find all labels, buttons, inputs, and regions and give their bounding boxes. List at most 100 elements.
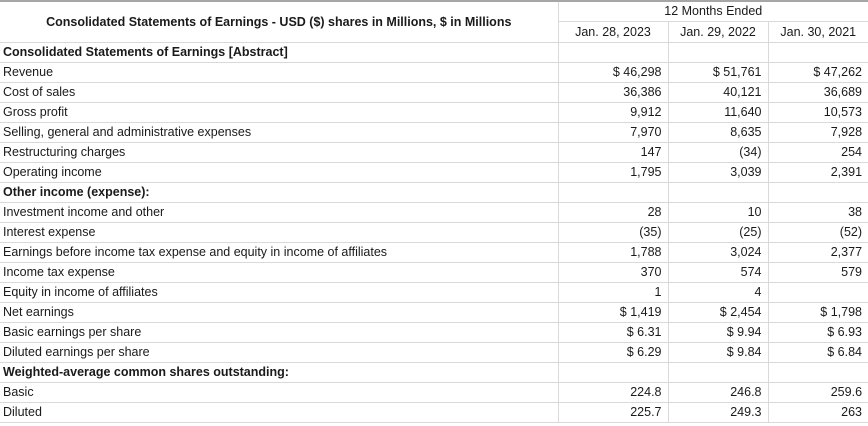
- cell-value: 2,391: [768, 162, 868, 183]
- cell-value: $ 6.31: [558, 322, 669, 343]
- cell-value: [558, 182, 669, 203]
- cell-value: (35): [558, 222, 669, 243]
- cell-value: $ 47,262: [768, 62, 868, 83]
- cell-value: $ 6.93: [768, 322, 868, 343]
- table-row: Earnings before income tax expense and e…: [0, 242, 868, 263]
- table-row: Net earnings $ 1,419 $ 2,454 $ 1,798: [0, 302, 868, 323]
- row-label: Interest expense: [0, 222, 559, 243]
- cell-value: [668, 182, 769, 203]
- table-row: Other income (expense):: [0, 182, 868, 203]
- cell-value: 259.6: [768, 382, 868, 403]
- cell-value: 11,640: [668, 102, 769, 123]
- row-label: Restructuring charges: [0, 142, 559, 163]
- cell-value: 1: [558, 282, 669, 303]
- cell-value: 254: [768, 142, 868, 163]
- row-label: Gross profit: [0, 102, 559, 123]
- cell-value: 7,970: [558, 122, 669, 143]
- cell-value: (34): [668, 142, 769, 163]
- cell-value: $ 6.84: [768, 342, 868, 363]
- section-heading: Consolidated Statements of Earnings [Abs…: [0, 42, 559, 63]
- cell-value: 7,928: [768, 122, 868, 143]
- table-title: Consolidated Statements of Earnings - US…: [0, 1, 559, 43]
- cell-value: 36,386: [558, 82, 669, 103]
- cell-value: 1,795: [558, 162, 669, 183]
- row-label: Selling, general and administrative expe…: [0, 122, 559, 143]
- row-label: Basic earnings per share: [0, 322, 559, 343]
- section-heading: Other income (expense):: [0, 182, 559, 203]
- table-row: Diluted 225.7 249.3 263: [0, 402, 868, 423]
- cell-value: 3,039: [668, 162, 769, 183]
- row-label: Diluted: [0, 402, 559, 423]
- row-label: Cost of sales: [0, 82, 559, 103]
- row-label: Equity in income of affiliates: [0, 282, 559, 303]
- row-label: Income tax expense: [0, 262, 559, 283]
- cell-value: 224.8: [558, 382, 669, 403]
- cell-value: 40,121: [668, 82, 769, 103]
- cell-value: (25): [668, 222, 769, 243]
- row-label: Operating income: [0, 162, 559, 183]
- cell-value: 8,635: [668, 122, 769, 143]
- cell-value: 370: [558, 262, 669, 283]
- cell-value: [768, 182, 868, 203]
- table-row: Restructuring charges 147 (34) 254: [0, 142, 868, 163]
- cell-value: 9,912: [558, 102, 669, 123]
- cell-value: [768, 282, 868, 303]
- cell-value: 38: [768, 202, 868, 223]
- cell-value: [768, 362, 868, 383]
- table-row: Interest expense (35) (25) (52): [0, 222, 868, 243]
- cell-value: 36,689: [768, 82, 868, 103]
- cell-value: $ 1,798: [768, 302, 868, 323]
- cell-value: 2,377: [768, 242, 868, 263]
- cell-value: [668, 42, 769, 63]
- cell-value: [558, 42, 669, 63]
- cell-value: 246.8: [668, 382, 769, 403]
- cell-value: $ 2,454: [668, 302, 769, 323]
- cell-value: 263: [768, 402, 868, 423]
- cell-value: 10,573: [768, 102, 868, 123]
- row-label: Investment income and other: [0, 202, 559, 223]
- table-row: Operating income 1,795 3,039 2,391: [0, 162, 868, 183]
- table-row: Diluted earnings per share $ 6.29 $ 9.84 $ …: [0, 342, 868, 363]
- table-row: Gross profit 9,912 11,640 10,573: [0, 102, 868, 123]
- header-row-period: Consolidated Statements of Earnings - US…: [0, 1, 868, 43]
- table-row: Income tax expense 370 574 579: [0, 262, 868, 283]
- table-row: Consolidated Statements of Earnings [Abs…: [0, 42, 868, 63]
- cell-value: $ 6.29: [558, 342, 669, 363]
- table-row: Revenue $ 46,298 $ 51,761 $ 47,262: [0, 62, 868, 83]
- table-row: Selling, general and administrative expe…: [0, 122, 868, 143]
- cell-value: (52): [768, 222, 868, 243]
- table-row: Weighted-average common shares outstandi…: [0, 362, 868, 383]
- cell-value: $ 9.94: [668, 322, 769, 343]
- section-heading: Weighted-average common shares outstandi…: [0, 362, 559, 383]
- row-label: Net earnings: [0, 302, 559, 323]
- cell-value: 4: [668, 282, 769, 303]
- cell-value: 579: [768, 262, 868, 283]
- column-header-2021: Jan. 30, 2021: [768, 21, 868, 43]
- column-header-2023: Jan. 28, 2023: [558, 21, 669, 43]
- table-row: Equity in income of affiliates 1 4: [0, 282, 868, 303]
- cell-value: $ 51,761: [668, 62, 769, 83]
- cell-value: 574: [668, 262, 769, 283]
- header-row-dates: Jan. 28, 2023 Jan. 29, 2022 Jan. 30, 202…: [0, 21, 868, 43]
- row-label: Diluted earnings per share: [0, 342, 559, 363]
- cell-value: 249.3: [668, 402, 769, 423]
- cell-value: $ 46,298: [558, 62, 669, 83]
- table-row: Basic 224.8 246.8 259.6: [0, 382, 868, 403]
- cell-value: [668, 362, 769, 383]
- table-row: Basic earnings per share $ 6.31 $ 9.94 $ 6.…: [0, 322, 868, 343]
- row-label: Earnings before income tax expense and e…: [0, 242, 559, 263]
- row-label: Basic: [0, 382, 559, 403]
- row-label: Revenue: [0, 62, 559, 83]
- period-header: 12 Months Ended: [558, 1, 868, 22]
- cell-value: [768, 42, 868, 63]
- cell-value: [558, 362, 669, 383]
- cell-value: 225.7: [558, 402, 669, 423]
- cell-value: $ 9.84: [668, 342, 769, 363]
- column-header-2022: Jan. 29, 2022: [668, 21, 769, 43]
- table-row: Cost of sales 36,386 40,121 36,689: [0, 82, 868, 103]
- cell-value: 147: [558, 142, 669, 163]
- cell-value: 28: [558, 202, 669, 223]
- cell-value: 3,024: [668, 242, 769, 263]
- cell-value: 10: [668, 202, 769, 223]
